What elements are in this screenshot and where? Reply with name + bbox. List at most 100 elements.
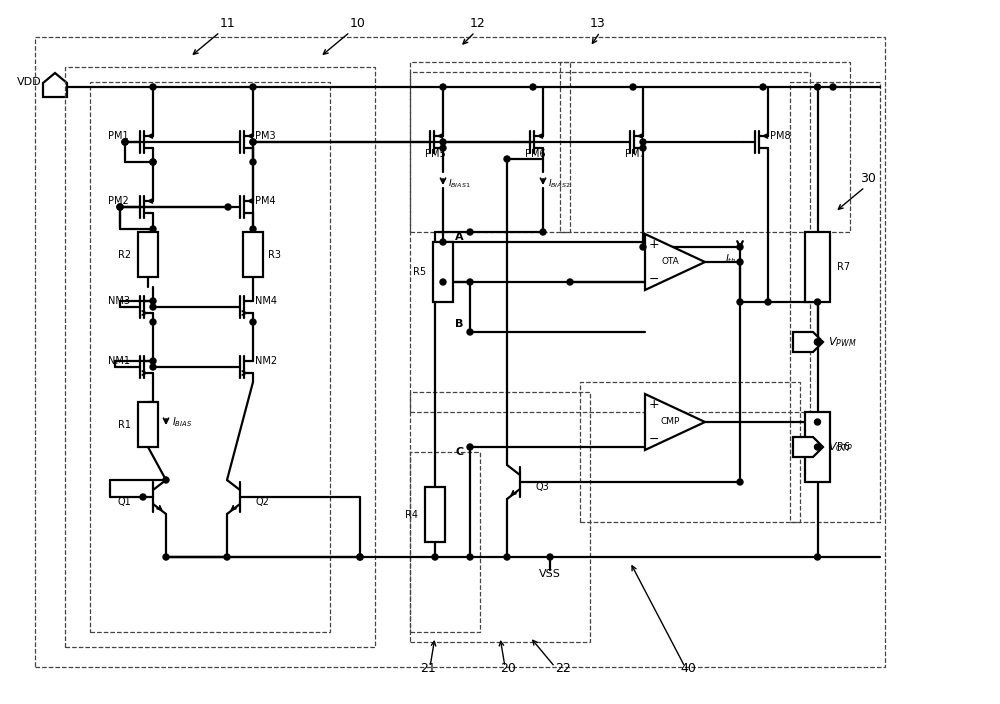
Text: PM8: PM8 — [770, 131, 791, 141]
Circle shape — [150, 84, 156, 90]
Text: +: + — [649, 239, 660, 251]
Circle shape — [250, 319, 256, 325]
Text: VSS: VSS — [539, 569, 561, 579]
Text: $V_{OTP}$: $V_{OTP}$ — [828, 440, 853, 454]
Text: $I_{BIAS}$: $I_{BIAS}$ — [172, 415, 192, 429]
Circle shape — [530, 84, 536, 90]
Bar — [580, 382, 800, 522]
Bar — [410, 72, 810, 412]
Text: PM7: PM7 — [625, 149, 646, 159]
Circle shape — [224, 554, 230, 560]
Text: 11: 11 — [220, 17, 236, 30]
Text: PM3: PM3 — [255, 131, 276, 141]
Circle shape — [814, 554, 820, 560]
Bar — [90, 82, 330, 632]
Circle shape — [640, 139, 646, 145]
Circle shape — [640, 244, 646, 250]
Circle shape — [250, 84, 256, 90]
Circle shape — [150, 226, 156, 232]
Circle shape — [504, 156, 510, 162]
Text: C: C — [455, 447, 463, 457]
Circle shape — [467, 554, 473, 560]
Circle shape — [814, 419, 820, 425]
Circle shape — [814, 444, 820, 450]
Circle shape — [150, 304, 156, 310]
Text: 40: 40 — [680, 662, 696, 675]
Text: R3: R3 — [268, 249, 281, 260]
Circle shape — [440, 145, 446, 151]
Circle shape — [737, 299, 743, 305]
Circle shape — [765, 299, 771, 305]
Circle shape — [150, 364, 156, 370]
Circle shape — [357, 554, 363, 560]
Circle shape — [117, 204, 123, 210]
Bar — [433, 242, 453, 302]
Text: VDD: VDD — [17, 77, 42, 87]
Text: 22: 22 — [555, 662, 571, 675]
Circle shape — [250, 159, 256, 165]
Circle shape — [122, 139, 128, 145]
Bar — [410, 452, 480, 632]
Circle shape — [814, 339, 820, 345]
Circle shape — [150, 159, 156, 165]
Text: $I_{th}$: $I_{th}$ — [725, 252, 736, 266]
Circle shape — [830, 84, 836, 90]
Text: PM2: PM2 — [108, 196, 129, 206]
Bar — [410, 392, 590, 642]
Text: Q1: Q1 — [118, 497, 132, 507]
Circle shape — [440, 279, 446, 285]
Circle shape — [467, 229, 473, 235]
Text: NM3: NM3 — [108, 296, 130, 306]
Polygon shape — [645, 234, 705, 290]
Text: 10: 10 — [350, 17, 366, 30]
Polygon shape — [793, 437, 823, 457]
Bar — [425, 487, 445, 542]
Bar — [805, 412, 830, 482]
Polygon shape — [43, 73, 67, 97]
Text: R1: R1 — [118, 420, 131, 429]
Bar — [138, 232, 158, 277]
Circle shape — [150, 298, 156, 304]
Text: $I_{BIAS2}$: $I_{BIAS2}$ — [548, 178, 571, 191]
Circle shape — [440, 139, 446, 145]
Text: Q2: Q2 — [255, 497, 269, 507]
Circle shape — [432, 554, 438, 560]
Circle shape — [814, 84, 820, 90]
Text: Q3: Q3 — [535, 482, 549, 492]
Text: $V_{PWM}$: $V_{PWM}$ — [828, 335, 856, 349]
Circle shape — [540, 229, 546, 235]
Text: OTA: OTA — [661, 258, 679, 267]
Circle shape — [567, 279, 573, 285]
Text: PM4: PM4 — [255, 196, 276, 206]
Text: 20: 20 — [500, 662, 516, 675]
Circle shape — [122, 139, 128, 145]
Text: R5: R5 — [413, 267, 426, 277]
Circle shape — [250, 139, 256, 145]
Text: NM4: NM4 — [255, 296, 277, 306]
Text: PM5: PM5 — [425, 149, 446, 159]
Circle shape — [467, 279, 473, 285]
Circle shape — [504, 554, 510, 560]
Circle shape — [467, 444, 473, 450]
Text: +: + — [649, 398, 660, 412]
Circle shape — [737, 479, 743, 485]
Circle shape — [117, 204, 123, 210]
Bar — [805, 232, 830, 302]
Circle shape — [163, 554, 169, 560]
Bar — [243, 232, 263, 277]
Circle shape — [737, 244, 743, 250]
Text: R4: R4 — [405, 510, 418, 520]
Bar — [410, 62, 570, 232]
Text: NM2: NM2 — [255, 356, 277, 366]
Circle shape — [150, 319, 156, 325]
Bar — [790, 82, 880, 522]
Circle shape — [250, 139, 256, 145]
Circle shape — [630, 84, 636, 90]
Text: PM6: PM6 — [525, 149, 546, 159]
Circle shape — [547, 554, 553, 560]
Text: R7: R7 — [837, 262, 850, 272]
Text: R2: R2 — [118, 249, 131, 260]
Text: CMP: CMP — [660, 417, 680, 427]
Bar — [65, 67, 375, 647]
Polygon shape — [645, 394, 705, 450]
